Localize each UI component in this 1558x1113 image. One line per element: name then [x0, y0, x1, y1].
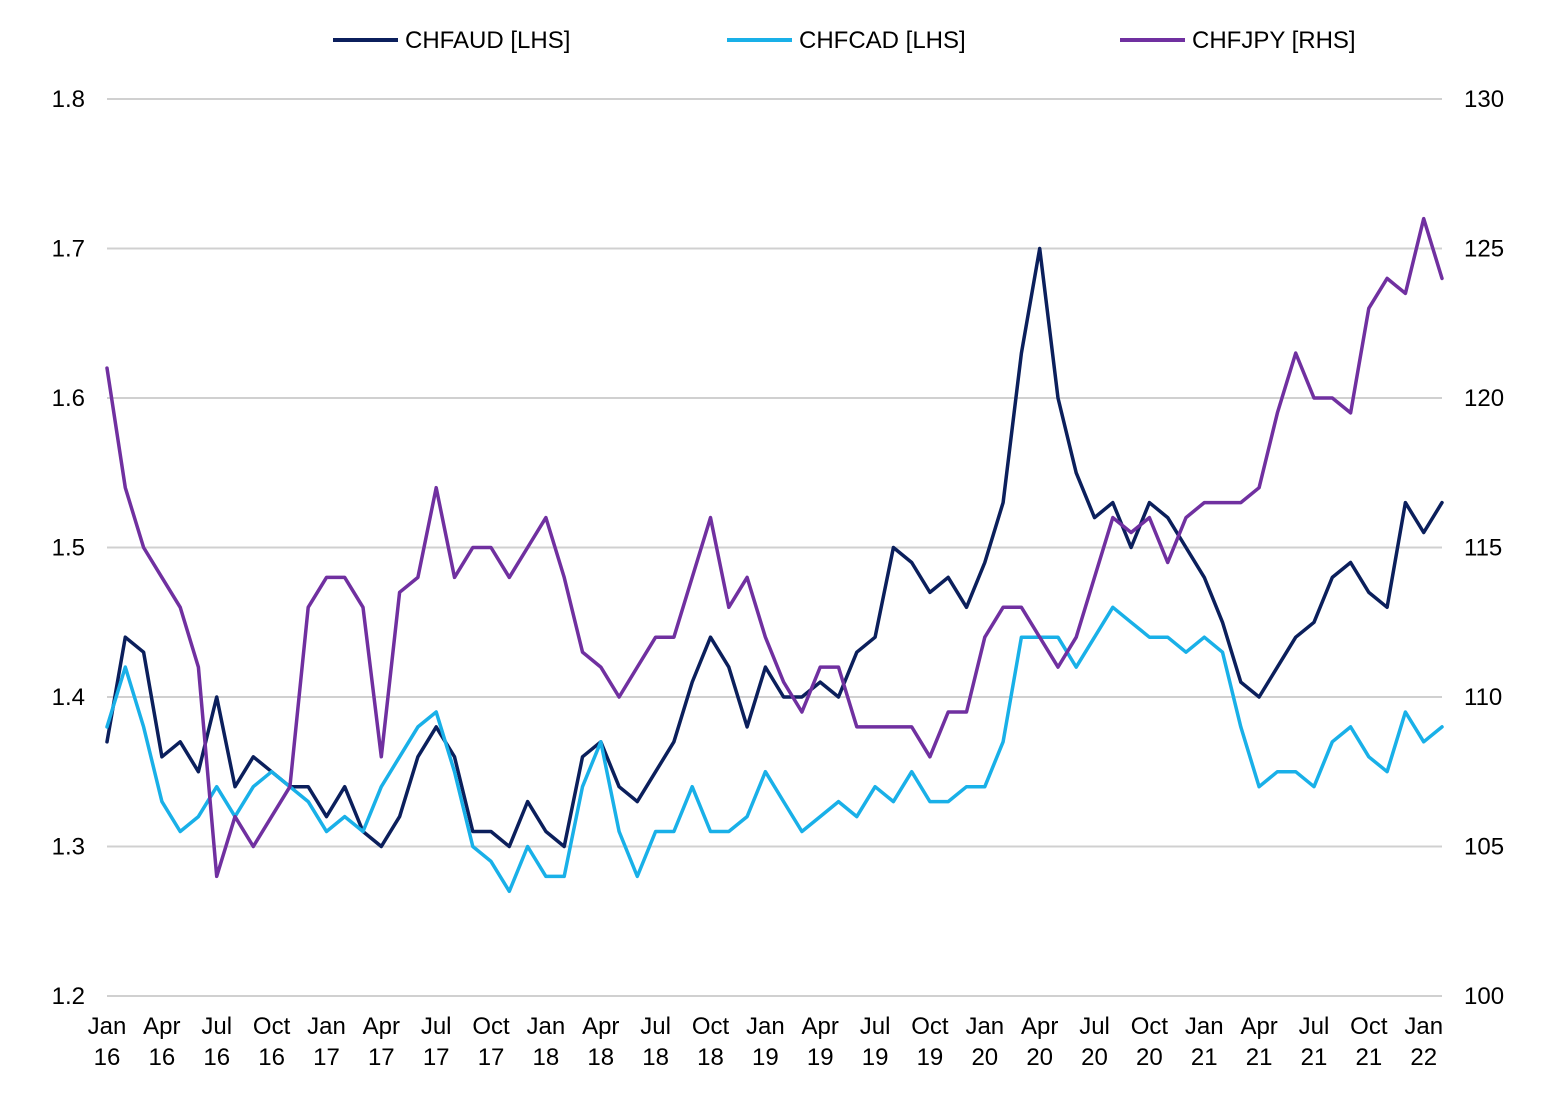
x-axis-tick-year: 16 — [203, 1044, 230, 1071]
x-axis-tick-year: 16 — [258, 1044, 285, 1071]
x-axis-tick-year: 18 — [533, 1044, 560, 1071]
x-axis-tick-month: Jan — [307, 1013, 346, 1040]
x-axis-tick-year: 19 — [917, 1044, 944, 1071]
x-axis-tick-year: 16 — [149, 1044, 176, 1071]
legend-label-chfjpy: CHFJPY [RHS] — [1192, 27, 1356, 54]
left-axis-tick-label: 1.3 — [52, 834, 85, 861]
series-line-chfcad — [105, 605, 1444, 894]
series-line-chfjpy — [105, 216, 1444, 879]
x-axis-tick-year: 19 — [807, 1044, 834, 1071]
x-axis-tick-month: Jul — [640, 1013, 671, 1040]
right-axis-tick-labels: 100 105 110 115 120 125 130 — [1464, 86, 1504, 1010]
x-axis-tick-year: 17 — [478, 1044, 505, 1071]
x-axis-tick-month: Jul — [1079, 1013, 1110, 1040]
right-axis-tick-label: 125 — [1464, 236, 1504, 263]
x-axis-tick-month: Apr — [363, 1013, 400, 1040]
right-axis-tick-label: 110 — [1464, 684, 1502, 711]
right-axis-tick-label: 105 — [1464, 834, 1504, 861]
x-axis-tick-year: 21 — [1355, 1044, 1382, 1071]
right-axis-tick-label: 130 — [1464, 86, 1504, 113]
x-axis-tick-month: Jul — [201, 1013, 232, 1040]
series-line-chfaud — [105, 246, 1444, 849]
x-axis-tick-year: 21 — [1191, 1044, 1218, 1071]
right-axis-tick-label: 100 — [1464, 983, 1504, 1010]
x-axis-tick-year: 16 — [94, 1044, 121, 1071]
legend: CHFAUD [LHS] CHFCAD [LHS] CHFJPY [RHS] — [333, 27, 1356, 54]
left-axis-tick-label: 1.8 — [52, 86, 85, 113]
x-axis-tick-month: Jan — [1185, 1013, 1224, 1040]
x-axis-tick-year: 20 — [1081, 1044, 1108, 1071]
x-axis-tick-month: Jan — [746, 1013, 785, 1040]
x-axis-tick-month: Apr — [1021, 1013, 1058, 1040]
x-axis-tick-month: Oct — [911, 1013, 949, 1040]
left-axis-tick-label: 1.5 — [52, 535, 85, 562]
x-axis-tick-month: Jan — [1404, 1013, 1443, 1040]
x-axis-tick-month: Apr — [1240, 1013, 1277, 1040]
x-axis-tick-year: 20 — [971, 1044, 998, 1071]
left-axis-tick-labels: 1.2 1.3 1.4 1.5 1.6 1.7 1.8 — [52, 86, 85, 1010]
series-lines — [105, 216, 1444, 894]
x-axis-tick-year: 18 — [697, 1044, 724, 1071]
x-axis-tick-labels: Jan 16 Apr 16 Jul 16 Oct 16 Jan 17 Apr 17 Jul 17 Oct 17… — [88, 1013, 1443, 1071]
x-axis-tick-year: 19 — [862, 1044, 889, 1071]
x-axis-tick-month: Apr — [582, 1013, 619, 1040]
x-axis-tick-month: Apr — [143, 1013, 180, 1040]
gridlines — [107, 98, 1442, 997]
left-axis-tick-label: 1.7 — [52, 236, 85, 263]
x-axis-tick-year: 21 — [1246, 1044, 1273, 1071]
x-axis-tick-month: Jan — [527, 1013, 566, 1040]
x-axis-tick-month: Oct — [253, 1013, 291, 1040]
x-axis-tick-month: Oct — [692, 1013, 730, 1040]
x-axis-tick-month: Jul — [1299, 1013, 1330, 1040]
x-axis-tick-year: 22 — [1410, 1044, 1437, 1071]
x-axis-tick-year: 20 — [1136, 1044, 1163, 1071]
right-axis-tick-label: 115 — [1464, 535, 1502, 562]
x-axis-tick-year: 17 — [313, 1044, 340, 1071]
x-axis-tick-year: 21 — [1301, 1044, 1328, 1071]
left-axis-tick-label: 1.6 — [52, 385, 85, 412]
x-axis-tick-year: 19 — [752, 1044, 779, 1071]
legend-label-chfaud: CHFAUD [LHS] — [405, 27, 570, 54]
right-axis-tick-label: 120 — [1464, 385, 1504, 412]
x-axis-tick-year: 20 — [1026, 1044, 1053, 1071]
left-axis-tick-label: 1.4 — [52, 684, 85, 711]
x-axis-tick-month: Jan — [88, 1013, 127, 1040]
x-axis-tick-year: 17 — [423, 1044, 450, 1071]
x-axis-tick-year: 18 — [642, 1044, 669, 1071]
x-axis-tick-month: Oct — [1131, 1013, 1169, 1040]
x-axis-tick-month: Jul — [860, 1013, 891, 1040]
x-axis-tick-month: Oct — [1350, 1013, 1388, 1040]
x-axis-tick-year: 18 — [587, 1044, 614, 1071]
left-axis-tick-label: 1.2 — [52, 983, 85, 1010]
legend-label-chfcad: CHFCAD [LHS] — [799, 27, 966, 54]
x-axis-tick-month: Oct — [472, 1013, 510, 1040]
x-axis-tick-month: Apr — [802, 1013, 839, 1040]
x-axis-tick-month: Jul — [421, 1013, 452, 1040]
x-axis-tick-year: 17 — [368, 1044, 395, 1071]
x-axis-tick-month: Jan — [965, 1013, 1004, 1040]
